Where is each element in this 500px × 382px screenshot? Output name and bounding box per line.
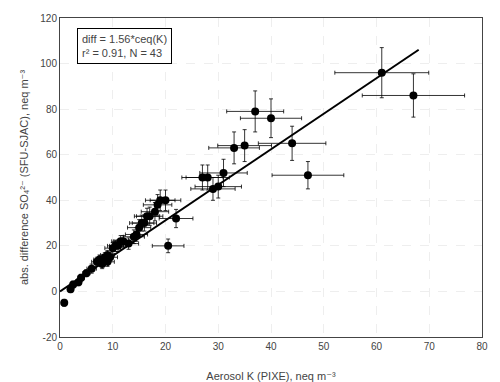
svg-text:20: 20 [46, 240, 58, 251]
svg-text:0: 0 [51, 286, 57, 297]
svg-text:80: 80 [46, 104, 58, 115]
svg-text:40: 40 [265, 341, 277, 352]
svg-text:70: 70 [424, 341, 436, 352]
svg-text:diff = 1.56*ceq(K)r² = 0.91, N: diff = 1.56*ceq(K)r² = 0.91, N = 43 [82, 33, 167, 59]
svg-text:abs. difference SO₄²⁻ (SFU-SJA: abs. difference SO₄²⁻ (SFU-SJAC), neq m⁻… [18, 70, 30, 286]
svg-text:120: 120 [40, 13, 57, 24]
svg-text:0: 0 [57, 341, 63, 352]
svg-text:40: 40 [46, 195, 58, 206]
svg-text:10: 10 [107, 341, 119, 352]
svg-text:50: 50 [318, 341, 330, 352]
svg-text:-20: -20 [43, 332, 58, 343]
svg-text:20: 20 [160, 341, 172, 352]
svg-text:100: 100 [40, 58, 57, 69]
svg-text:60: 60 [371, 341, 383, 352]
svg-text:60: 60 [46, 149, 58, 160]
svg-text:80: 80 [476, 341, 488, 352]
svg-text:30: 30 [213, 341, 225, 352]
svg-text:Aerosol K (PIXE), neq m⁻³: Aerosol K (PIXE), neq m⁻³ [206, 370, 336, 382]
